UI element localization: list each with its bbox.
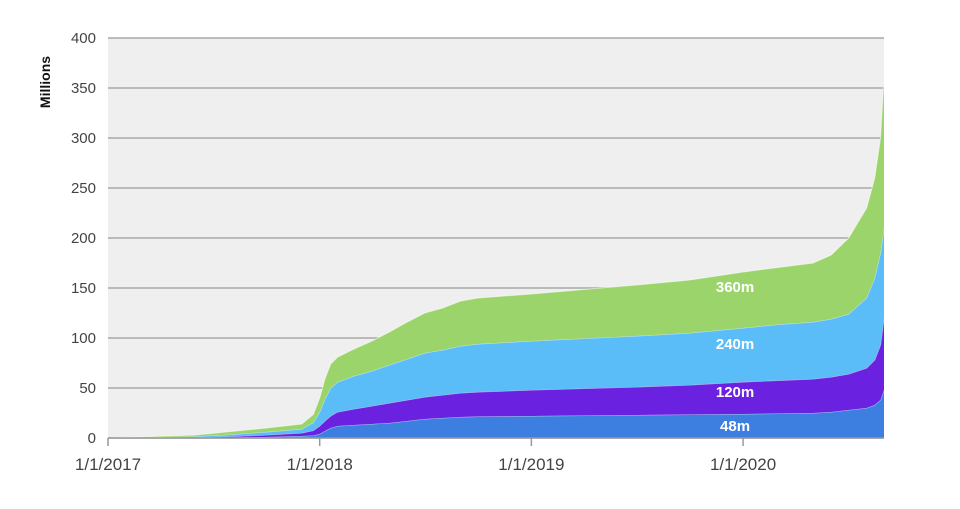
data-label: 240m [716, 336, 754, 353]
y-tick-label: 200 [71, 230, 96, 247]
data-labels: 48m 120m 240m 360m [716, 279, 754, 435]
x-tick-label: 1/1/2017 [75, 455, 141, 474]
x-tick-label: 1/1/2018 [287, 455, 353, 474]
axes: 0 50 100 150 200 250 300 350 400 1/1/2017 1/1/2018… [71, 30, 884, 474]
y-tick-label: 100 [71, 330, 96, 347]
series-area-2 [108, 318, 884, 438]
y-tick-label: 400 [71, 30, 96, 47]
x-tick-label: 1/1/2019 [498, 455, 564, 474]
data-label: 360m [716, 279, 754, 296]
series-area-3 [108, 228, 884, 438]
data-label: 120m [716, 384, 754, 401]
y-tick-label: 300 [71, 130, 96, 147]
x-tick-label: 1/1/2020 [710, 455, 776, 474]
y-axis-label: Millions [37, 56, 53, 108]
y-tick-label: 0 [88, 430, 96, 447]
y-tick-label: 250 [71, 180, 96, 197]
data-label: 48m [720, 418, 750, 435]
y-tick-label: 150 [71, 280, 96, 297]
series-edge-4 [107, 77, 885, 439]
series-areas [107, 77, 885, 439]
y-tick-label: 350 [71, 80, 96, 97]
series-area-1 [108, 390, 884, 438]
y-tick-label: 50 [79, 380, 96, 397]
